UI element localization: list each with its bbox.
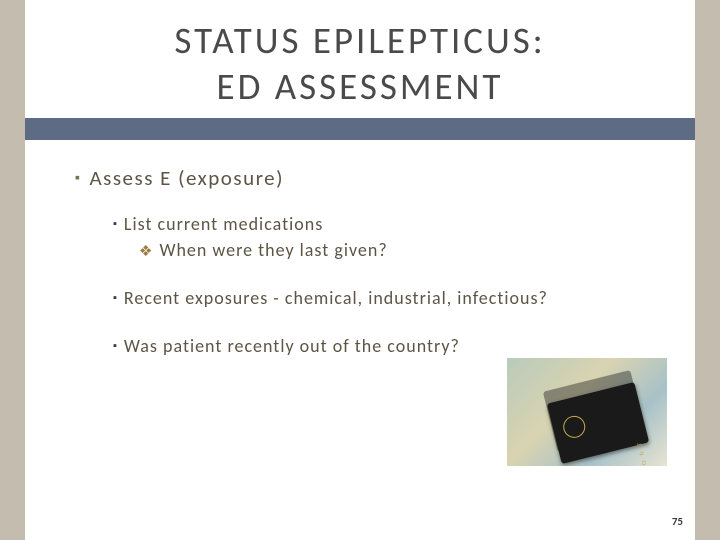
list-item-text: Was patient recently out of the country? (124, 335, 460, 357)
square-bullet-icon: ▪ (113, 339, 118, 352)
list-item: ▪ Recent exposures - chemical, industrial… (113, 287, 645, 309)
illustration-passport-map (507, 358, 667, 466)
slide: STATUS EPILEPTICUS: ED ASSESSMENT ▪ Asses… (25, 0, 695, 540)
list-item: ▪ List current medications (113, 213, 645, 235)
list-item: ▪ Was patient recently out of the country… (113, 335, 645, 357)
square-bullet-icon: ▪ (113, 291, 118, 304)
square-bullet-icon: ▪ (75, 169, 81, 186)
list-item-text: Recent exposures - chemical, industrial,… (124, 287, 548, 309)
title-line-1: STATUS EPILEPTICUS: (25, 18, 695, 63)
list-item-text: List current medications (124, 213, 323, 235)
list-subitem-text: When were they last given? (159, 239, 387, 261)
list-subitem: ❖ When were they last given? (139, 239, 645, 261)
header-accent-bar (25, 118, 695, 140)
square-bullet-icon: ▪ (113, 217, 118, 230)
body-content: ▪ Assess E (exposure) ▪ List current medic… (75, 165, 645, 361)
page-number: 75 (672, 515, 683, 528)
section-heading-text: Assess E (exposure) (89, 165, 284, 191)
diamond-bullet-icon: ❖ (139, 243, 153, 261)
section-heading: ▪ Assess E (exposure) (75, 165, 645, 191)
title-line-2: ED ASSESSMENT (25, 64, 695, 109)
